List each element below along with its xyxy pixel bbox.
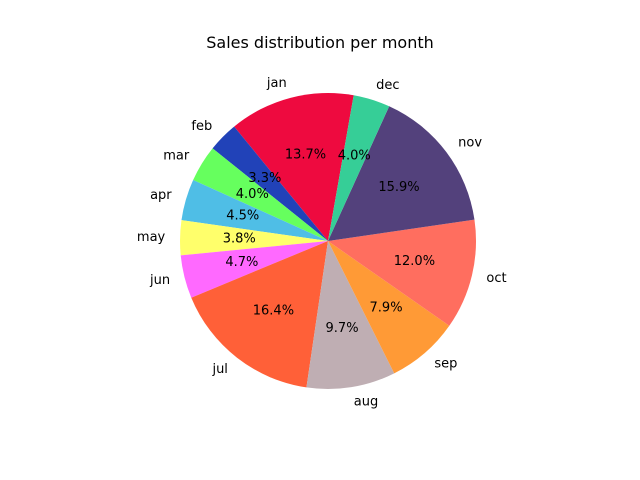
category-label-may: may xyxy=(137,230,166,245)
pie-slice-dec xyxy=(328,95,390,242)
category-label-jan: jan xyxy=(266,76,287,91)
category-label-apr: apr xyxy=(150,188,172,203)
percentage-labels: 13.7%3.3%4.0%4.5%3.8%4.7%16.4%9.7%7.9%12… xyxy=(223,148,435,337)
category-label-sep: sep xyxy=(434,357,457,372)
chart-title: Sales distribution per month xyxy=(206,33,434,52)
value-label-aug: 9.7% xyxy=(326,321,359,336)
value-label-jan: 13.7% xyxy=(285,148,326,163)
category-label-jul: jul xyxy=(211,362,227,377)
pie-slice-oct xyxy=(328,219,476,326)
pie-slice-jan xyxy=(234,93,354,241)
pie-slice-aug xyxy=(306,241,395,389)
value-label-feb: 3.3% xyxy=(248,171,281,186)
pie-slice-may xyxy=(180,220,328,256)
category-label-mar: mar xyxy=(163,148,190,163)
category-label-aug: aug xyxy=(354,394,378,409)
category-label-dec: dec xyxy=(376,78,399,93)
pie-slice-sep xyxy=(328,241,450,374)
value-label-mar: 4.0% xyxy=(236,187,269,202)
pie-slice-nov xyxy=(328,106,475,241)
value-label-dec: 4.0% xyxy=(338,149,371,164)
pie-slices xyxy=(180,93,476,389)
value-label-jul: 16.4% xyxy=(253,304,294,319)
pie-slice-jun xyxy=(180,241,328,298)
value-label-oct: 12.0% xyxy=(394,254,435,269)
value-label-sep: 7.9% xyxy=(370,301,403,316)
pie-slice-apr xyxy=(181,180,328,241)
value-label-may: 3.8% xyxy=(223,232,256,247)
pie-slice-mar xyxy=(193,148,328,241)
category-label-feb: feb xyxy=(191,119,212,134)
category-label-jun: jun xyxy=(149,273,170,288)
category-label-nov: nov xyxy=(458,136,482,151)
value-label-nov: 15.9% xyxy=(378,180,419,195)
value-label-jun: 4.7% xyxy=(225,255,258,270)
pie-slice-feb xyxy=(212,126,328,241)
pie-slice-jul xyxy=(191,241,328,388)
category-label-oct: oct xyxy=(486,271,506,286)
value-label-apr: 4.5% xyxy=(226,209,259,224)
